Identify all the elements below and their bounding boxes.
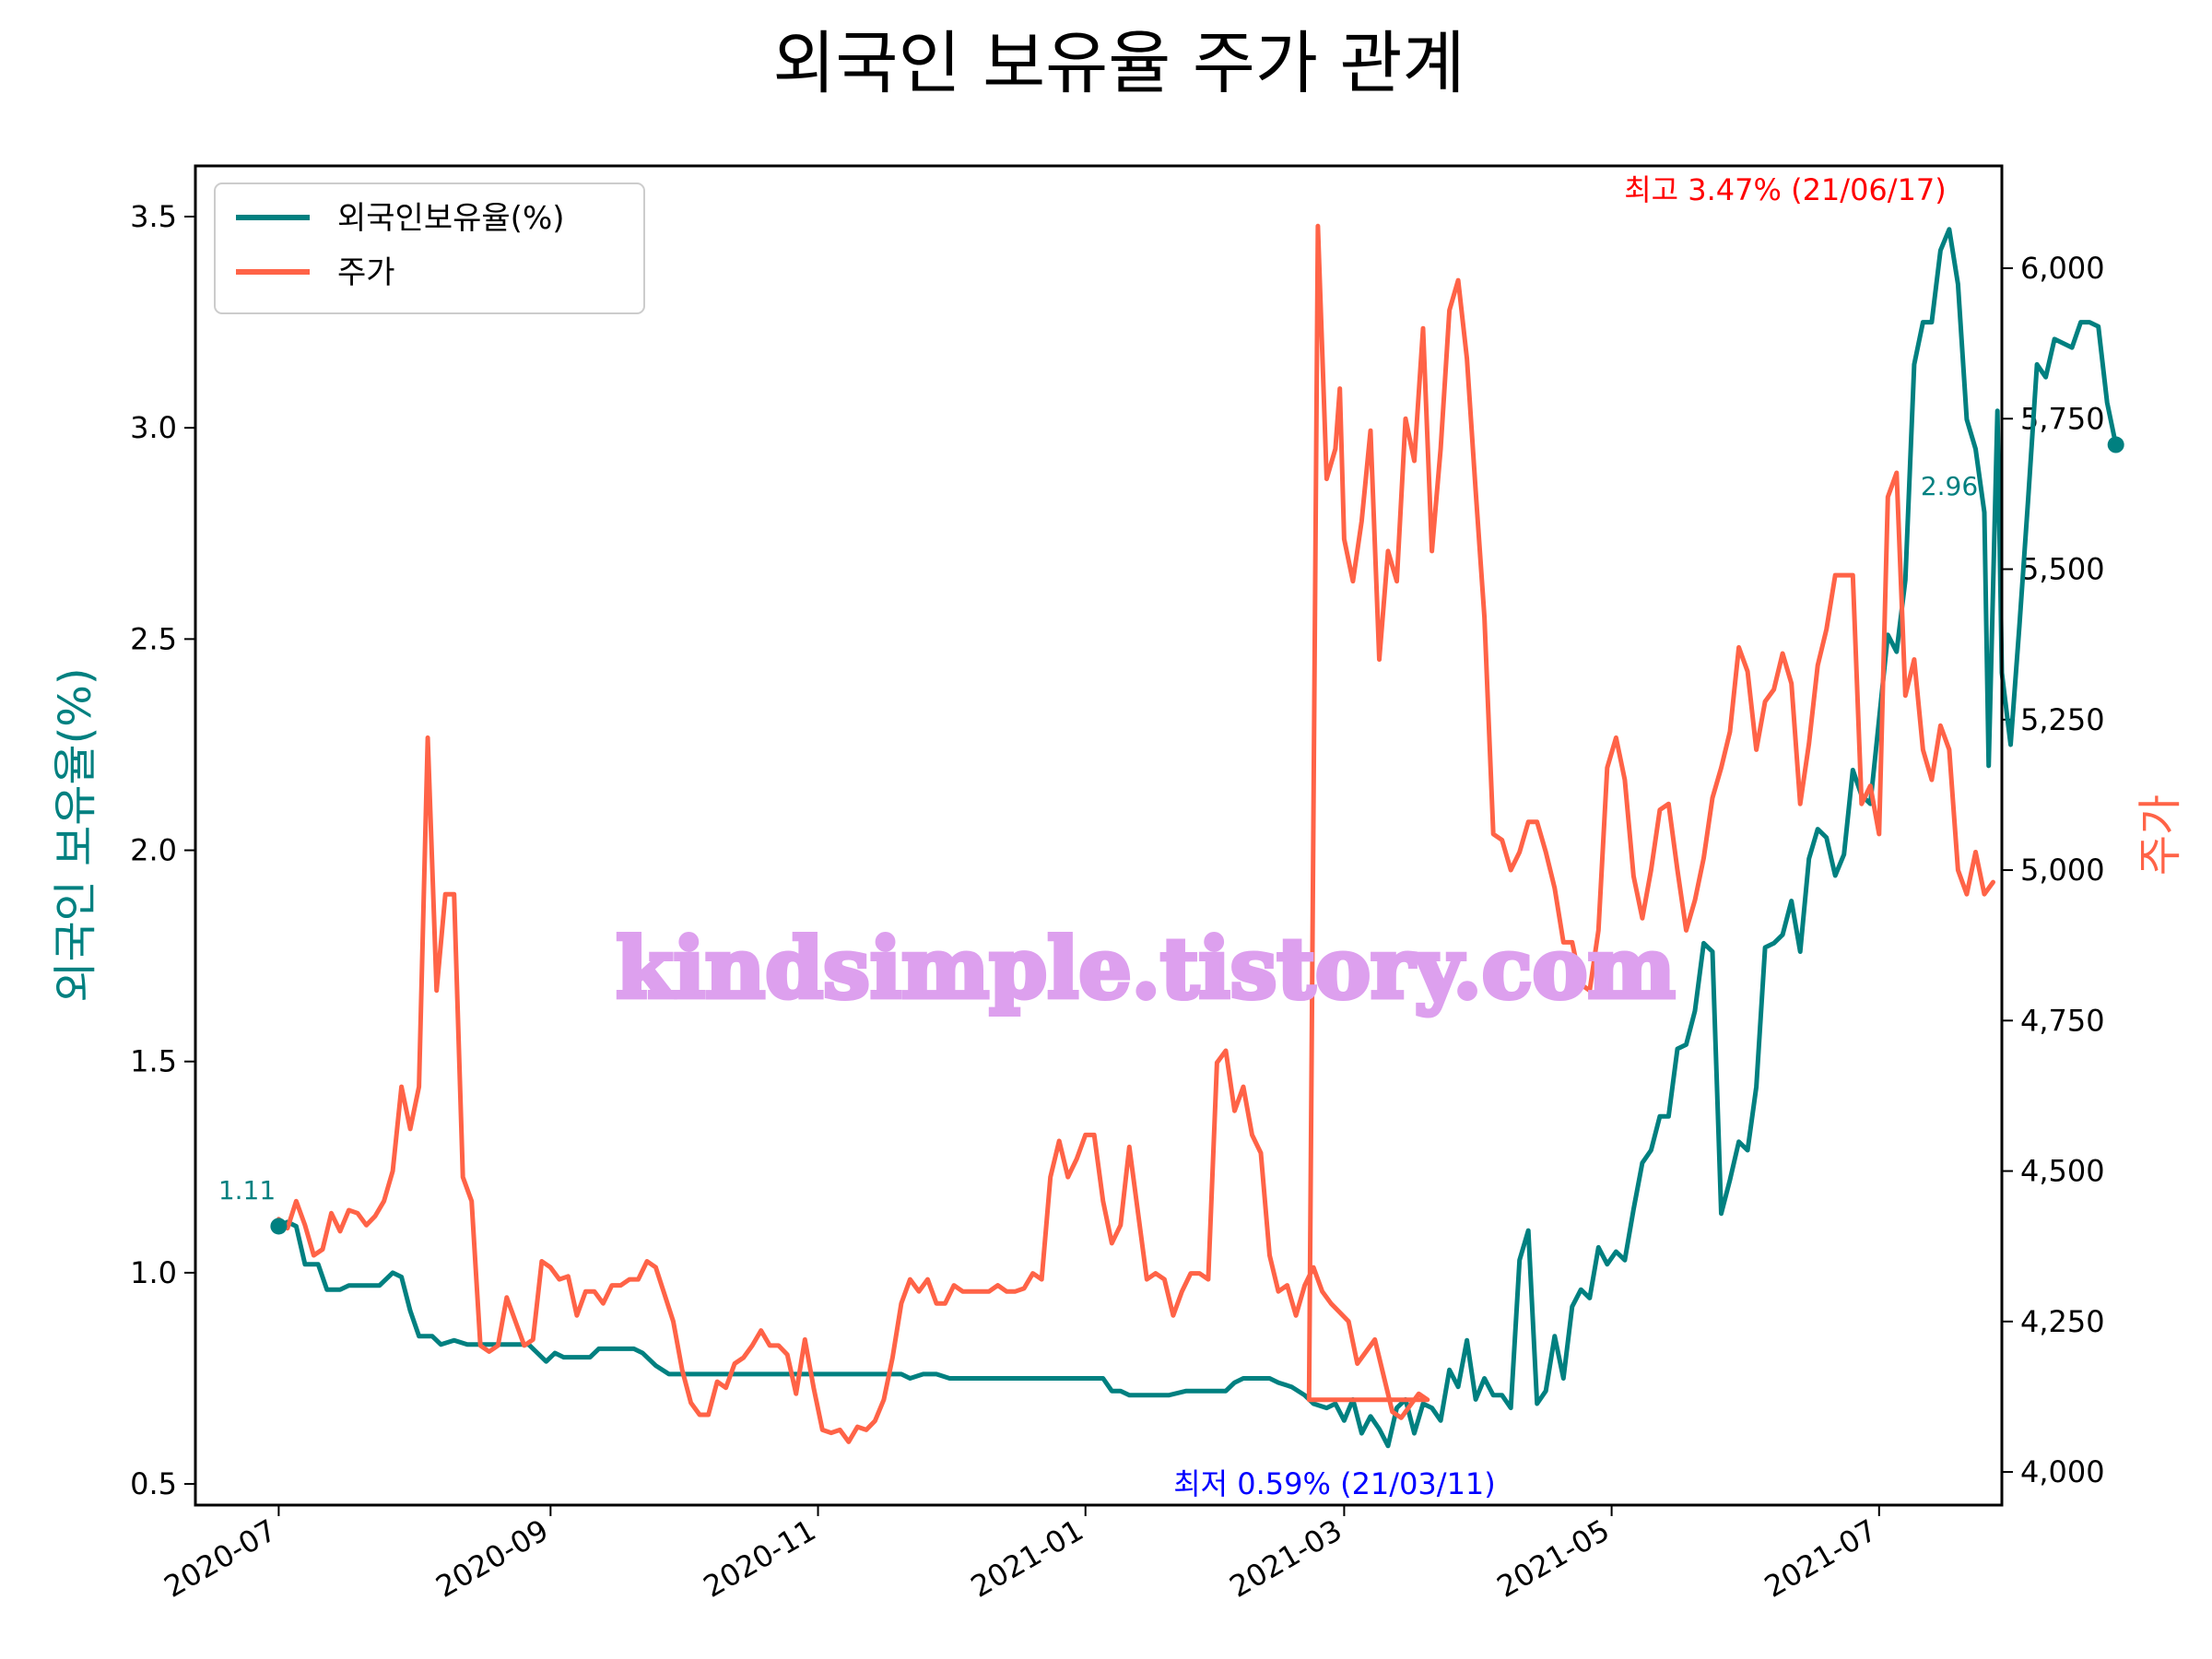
y-left-label: 외국인 보유율(%) <box>50 667 101 1002</box>
legend: 외국인보유율(%) 주가 <box>214 182 645 314</box>
y-left-tick-label: 1.0 <box>130 1255 177 1290</box>
x-tick-label: 2020-11 <box>698 1512 822 1605</box>
x-tick-label: 2021-03 <box>1224 1512 1348 1605</box>
y-right-tick-label: 4,750 <box>2020 1003 2105 1038</box>
x-tick-label: 2021-05 <box>1491 1512 1616 1605</box>
y-right-tick-label: 5,250 <box>2020 702 2105 737</box>
x-tick-label: 2021-01 <box>965 1512 1089 1605</box>
chart-title: 외국인 보유율 주가 관계 <box>772 24 1465 103</box>
plot-frame <box>194 164 2004 1507</box>
y-right-tick-label: 4,000 <box>2020 1454 2105 1489</box>
start-value-label: 1.11 <box>218 1175 276 1206</box>
max-annotation: 최고 3.47% (21/06/17) <box>1624 172 1947 207</box>
y-right-tick-label: 5,500 <box>2020 552 2105 587</box>
y-right-tick-label: 5,000 <box>2020 853 2105 888</box>
y-left-tick-label: 0.5 <box>130 1466 177 1501</box>
legend-label-ratio: 외국인보유율(%) <box>337 200 565 237</box>
legend-label-price: 주가 <box>337 254 395 291</box>
watermark: kindsimple.tistory.com <box>616 920 1676 1018</box>
y-left-tick-label: 3.5 <box>130 199 177 234</box>
start-point-marker <box>270 1218 288 1235</box>
series-line-ratio <box>276 227 2119 1449</box>
x-tick-label: 2020-09 <box>430 1512 555 1605</box>
y-left-tick-label: 2.0 <box>130 833 177 868</box>
y-left-tick-label: 1.5 <box>130 1044 177 1079</box>
end-value-label: 2.96 <box>1921 471 1978 501</box>
y-right-tick-label: 4,250 <box>2020 1304 2105 1339</box>
y-right-tick-label: 4,500 <box>2020 1154 2105 1189</box>
x-tick-label: 2020-07 <box>159 1512 283 1605</box>
x-tick-label: 2021-07 <box>1759 1512 1883 1605</box>
y-left-tick-label: 3.0 <box>130 410 177 445</box>
y-right-label: 주가 <box>2135 794 2186 876</box>
legend-box <box>214 182 645 314</box>
end-point-marker <box>2107 436 2124 453</box>
y-right-tick-label: 6,000 <box>2020 251 2105 286</box>
min-annotation: 최저 0.59% (21/03/11) <box>1173 1466 1496 1501</box>
y-left-tick-label: 2.5 <box>130 621 177 656</box>
series-line-price <box>276 223 1995 1444</box>
